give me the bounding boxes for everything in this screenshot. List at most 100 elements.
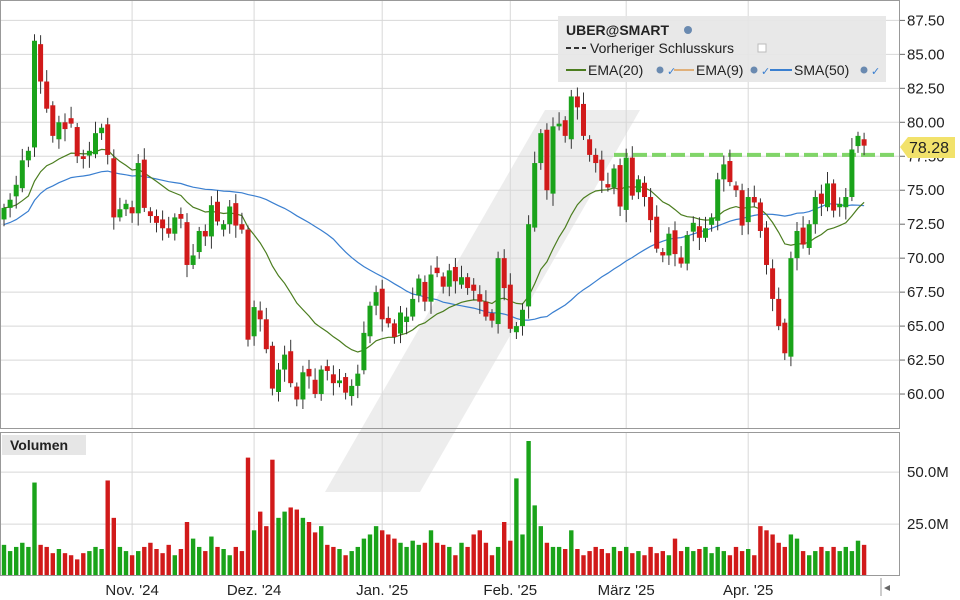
- candle-body: [696, 226, 702, 238]
- check-icon[interactable]: ✓: [667, 66, 676, 78]
- time-tick-label: Jan. '25: [356, 582, 408, 599]
- volume-bar: [264, 526, 269, 576]
- candle-body: [129, 207, 135, 214]
- volume-bar: [599, 549, 604, 576]
- candle: [422, 275, 428, 312]
- candle-body: [757, 202, 763, 231]
- volume-bar: [7, 551, 13, 576]
- candle: [696, 217, 702, 251]
- volume-bar: [776, 542, 781, 576]
- check-icon[interactable]: ✓: [761, 66, 770, 78]
- volume-bar: [782, 546, 787, 576]
- candle-body: [800, 227, 806, 245]
- volume-bar: [325, 544, 330, 576]
- candle-body: [373, 292, 379, 306]
- candle: [477, 285, 483, 314]
- volume-bar: [87, 551, 92, 576]
- volume-bar: [148, 542, 153, 576]
- candle-body: [855, 135, 861, 147]
- volume-bar: [416, 544, 421, 576]
- candle-body: [178, 214, 184, 219]
- candle: [178, 207, 184, 229]
- candle: [776, 287, 782, 331]
- candle-body: [495, 258, 501, 325]
- candle-body: [215, 201, 220, 222]
- volume-bar: [166, 544, 171, 576]
- volume-title: Volumen: [10, 437, 68, 453]
- candle: [532, 151, 538, 232]
- volume-bar: [68, 555, 74, 576]
- volume-bar: [654, 553, 659, 576]
- candle: [520, 303, 525, 336]
- info-icon[interactable]: [684, 26, 692, 34]
- candle: [367, 301, 373, 344]
- volume-bar: [276, 517, 281, 576]
- volume-bar: [215, 546, 220, 576]
- legend-sma50: SMA(50): [794, 62, 849, 78]
- candle: [568, 89, 574, 149]
- candle: [263, 307, 269, 354]
- candle: [257, 301, 263, 332]
- volume-bar: [758, 526, 763, 576]
- candle-body: [379, 288, 385, 320]
- candle: [330, 365, 336, 396]
- candle: [538, 129, 544, 170]
- price-tick-label: 65.00: [907, 318, 945, 335]
- candle-body: [251, 307, 257, 337]
- volume-bar: [569, 530, 574, 576]
- candle-body: [733, 185, 739, 191]
- candle-body: [330, 374, 336, 384]
- candle: [123, 199, 129, 217]
- candle: [361, 321, 367, 375]
- info-icon[interactable]: [656, 66, 664, 74]
- volume-bar: [294, 509, 299, 576]
- candle: [818, 184, 824, 217]
- volume-bar: [142, 546, 147, 576]
- volume-panel-border: [0, 432, 900, 576]
- candle-body: [32, 40, 37, 148]
- candle-body: [13, 184, 19, 197]
- volume-bar: [825, 551, 830, 576]
- candle: [391, 319, 397, 344]
- candle-body: [154, 216, 159, 223]
- candle-body: [471, 284, 477, 291]
- candle: [782, 318, 788, 361]
- candle: [227, 200, 233, 234]
- time-axis: Nov. '24 Dez. '24 Jan. '25 Feb. '25 März '25…: [105, 582, 773, 599]
- candle-body: [135, 163, 141, 214]
- candle: [495, 251, 501, 334]
- candle: [233, 194, 239, 238]
- candle: [32, 34, 37, 157]
- candle-body: [367, 305, 373, 337]
- candle: [318, 365, 324, 401]
- candle-body: [208, 205, 214, 237]
- current-price-marker: 78.28: [900, 137, 955, 158]
- candle-body: [861, 139, 867, 146]
- price-tick-label: 62.50: [907, 352, 945, 369]
- legend-ema9: EMA(9): [696, 62, 743, 78]
- scroll-handle[interactable]: [880, 578, 890, 596]
- candle-body: [245, 229, 251, 340]
- time-tick-label: Feb. '25: [483, 582, 537, 599]
- candle-body: [202, 230, 208, 237]
- candle-body: [410, 298, 416, 317]
- volume-bar: [349, 551, 354, 576]
- info-icon[interactable]: [750, 66, 758, 74]
- candle: [349, 379, 355, 406]
- price-tick-label: 75.00: [907, 182, 945, 199]
- candle-body: [818, 193, 824, 204]
- candle-body: [282, 354, 288, 370]
- candle: [215, 190, 220, 226]
- candle: [684, 230, 690, 271]
- candle-body: [574, 96, 580, 108]
- candle-body: [538, 133, 544, 164]
- candle-body: [276, 369, 281, 392]
- check-icon[interactable]: ✓: [871, 66, 880, 78]
- info-icon[interactable]: [860, 66, 868, 74]
- candle-body: [605, 184, 611, 188]
- candle: [25, 146, 31, 168]
- candle: [74, 122, 80, 164]
- candle: [294, 382, 300, 407]
- settings-icon[interactable]: [757, 43, 767, 53]
- volume-bars: [1, 441, 867, 576]
